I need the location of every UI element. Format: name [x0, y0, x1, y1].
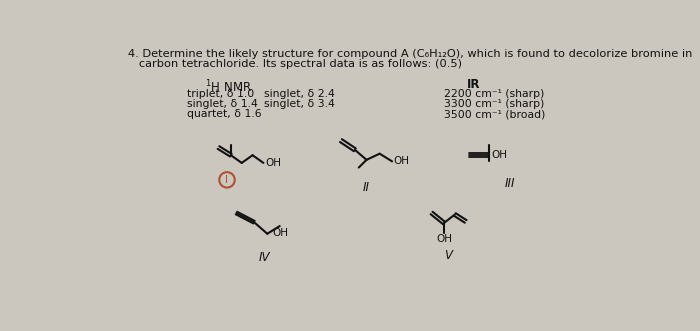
- Text: OH: OH: [272, 228, 288, 238]
- Text: triplet, δ 1.0: triplet, δ 1.0: [187, 89, 254, 99]
- Text: OH: OH: [265, 158, 281, 168]
- Text: IV: IV: [258, 252, 270, 264]
- Text: V: V: [444, 249, 452, 262]
- Text: 4. Determine the likely structure for compound A (C₆H₁₂O), which is found to dec: 4. Determine the likely structure for co…: [128, 49, 692, 59]
- Text: 3500 cm⁻¹ (broad): 3500 cm⁻¹ (broad): [444, 109, 545, 119]
- Text: $^1$H NMR: $^1$H NMR: [205, 78, 252, 95]
- Text: 2200 cm⁻¹ (sharp): 2200 cm⁻¹ (sharp): [444, 89, 545, 99]
- Text: quartet, δ 1.6: quartet, δ 1.6: [187, 109, 261, 119]
- Text: OH: OH: [437, 234, 453, 244]
- Text: 3300 cm⁻¹ (sharp): 3300 cm⁻¹ (sharp): [444, 99, 545, 109]
- Text: singlet, δ 2.4: singlet, δ 2.4: [264, 89, 335, 99]
- Text: III: III: [505, 177, 515, 190]
- Text: I: I: [225, 175, 228, 185]
- Text: carbon tetrachloride. Its spectral data is as follows: (0.5): carbon tetrachloride. Its spectral data …: [128, 59, 462, 69]
- Text: OH: OH: [393, 156, 410, 166]
- Text: II: II: [363, 181, 370, 194]
- Text: singlet, δ 1.4: singlet, δ 1.4: [187, 99, 258, 109]
- Text: OH: OH: [491, 150, 508, 160]
- Text: IR: IR: [468, 78, 481, 91]
- Text: singlet, δ 3.4: singlet, δ 3.4: [264, 99, 335, 109]
